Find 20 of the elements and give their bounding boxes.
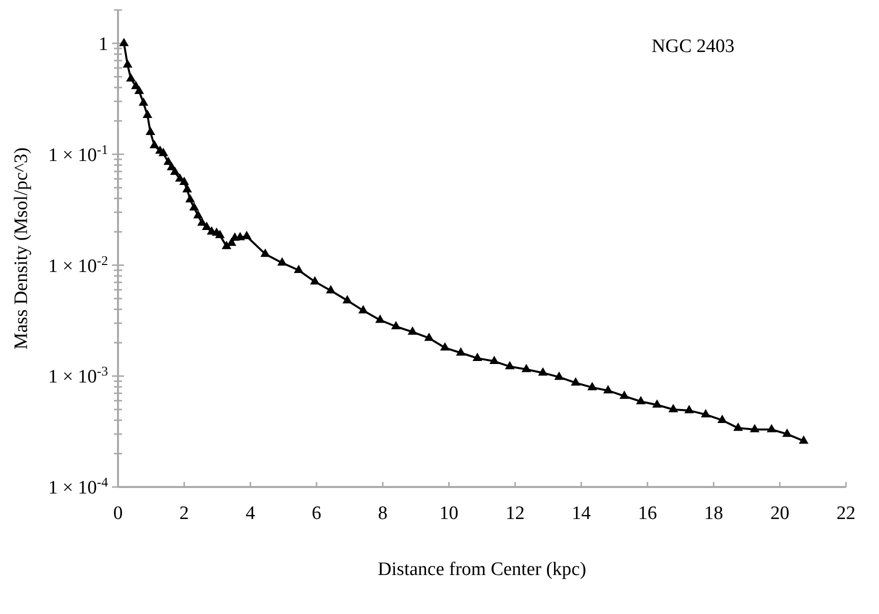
x-tick-label: 8 [378, 503, 388, 524]
x-tick-label: 16 [638, 503, 657, 524]
y-axis-title: Mass Density (Msol/pc^3) [11, 147, 32, 350]
x-tick-label: 2 [179, 503, 189, 524]
x-tick-label: 20 [770, 503, 790, 524]
text: NGC 2403 [652, 36, 735, 57]
x-tick-label: 10 [439, 503, 458, 524]
x-tick-label: 18 [704, 503, 724, 524]
x-axis-title: Distance from Center (kpc) [378, 559, 586, 580]
y-tick-label: 1 × 10$^{-2}$ [48, 252, 108, 277]
x-tick-label: 14 [572, 503, 592, 524]
x-tick-label: 12 [506, 503, 525, 524]
x-tick-label: 6 [312, 503, 322, 524]
y-tick-label: 1 × 10$^{-4}$ [48, 474, 108, 499]
y-tick-label: 1 × 10$^{-1}$ [48, 141, 108, 166]
x-tick-label: 22 [836, 503, 856, 524]
x-tick-label: 0 [113, 503, 123, 524]
x-tick-label: 4 [246, 503, 256, 524]
y-tick-label: 1 [98, 34, 108, 56]
y-tick-label: 1 × 10$^{-3}$ [48, 363, 108, 388]
